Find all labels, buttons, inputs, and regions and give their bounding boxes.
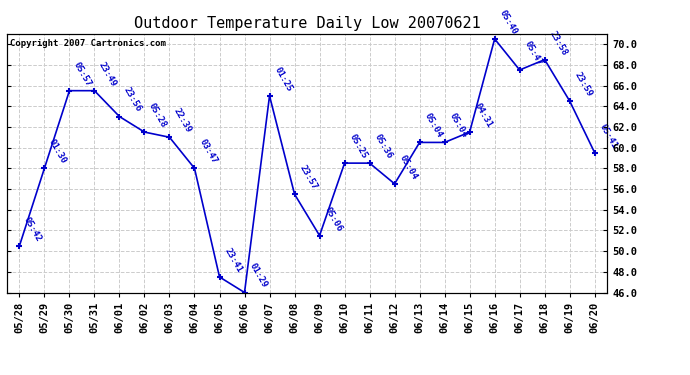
Text: 05:40: 05:40 (497, 8, 519, 36)
Text: 03:47: 03:47 (197, 138, 219, 165)
Text: 01:30: 01:30 (47, 138, 68, 165)
Text: 05:06: 05:06 (322, 205, 344, 233)
Text: 05:47: 05:47 (522, 39, 544, 67)
Text: 23:49: 23:49 (97, 60, 119, 88)
Text: 05:04: 05:04 (422, 112, 444, 140)
Text: 05:04: 05:04 (447, 112, 469, 140)
Text: 05:28: 05:28 (147, 102, 168, 129)
Text: 23:41: 23:41 (222, 246, 244, 274)
Text: 01:29: 01:29 (247, 262, 268, 290)
Text: 05:42: 05:42 (22, 215, 43, 243)
Text: 22:39: 22:39 (172, 107, 193, 135)
Text: 23:56: 23:56 (122, 86, 144, 114)
Text: 04:31: 04:31 (473, 102, 493, 129)
Text: 05:36: 05:36 (373, 133, 393, 160)
Title: Outdoor Temperature Daily Low 20070621: Outdoor Temperature Daily Low 20070621 (134, 16, 480, 31)
Text: 05:41: 05:41 (598, 122, 619, 150)
Text: 23:57: 23:57 (297, 164, 319, 191)
Text: Copyright 2007 Cartronics.com: Copyright 2007 Cartronics.com (10, 39, 166, 48)
Text: 05:04: 05:04 (397, 153, 419, 181)
Text: 05:25: 05:25 (347, 133, 368, 160)
Text: 23:59: 23:59 (573, 70, 593, 98)
Text: 23:58: 23:58 (547, 29, 569, 57)
Text: 01:25: 01:25 (273, 65, 293, 93)
Text: 05:57: 05:57 (72, 60, 93, 88)
